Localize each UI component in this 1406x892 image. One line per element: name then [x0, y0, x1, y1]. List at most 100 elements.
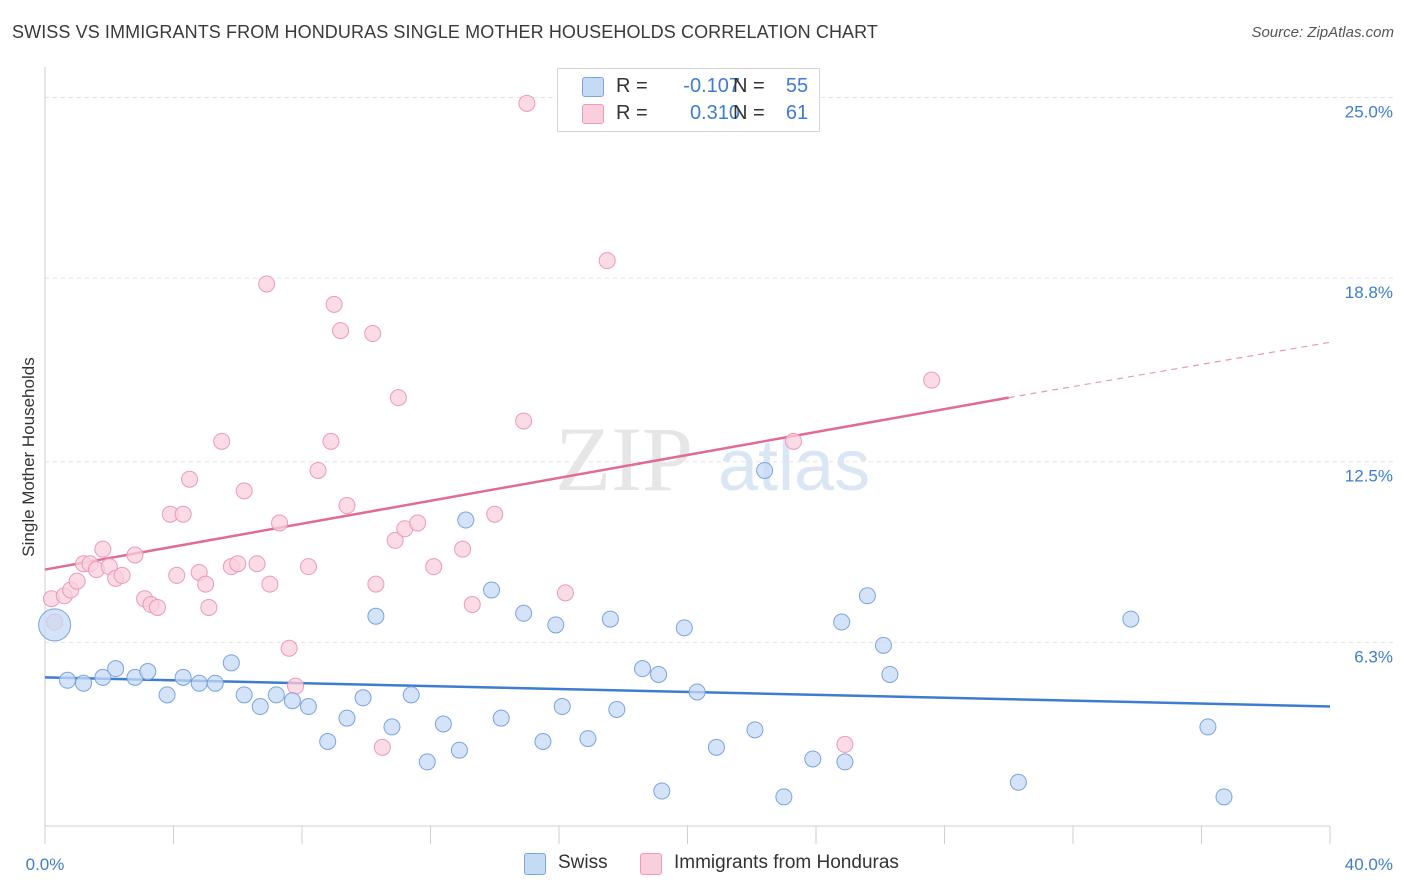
swiss-point [675, 619, 693, 637]
swiss-point [881, 665, 899, 683]
legend-r-value: -0.107 [683, 75, 740, 97]
correlation-legend: R = -0.107 N = 55 R = 0.310 N = 61 [557, 68, 820, 132]
y-tick-label: 12.5% [1345, 467, 1393, 486]
series-swiss-points [38, 461, 1233, 806]
honduras-point [113, 566, 131, 584]
swiss-point [235, 686, 253, 704]
swiss-point [251, 698, 269, 716]
honduras-point [258, 275, 276, 293]
swiss-point [38, 608, 72, 642]
honduras-point [168, 566, 186, 584]
honduras-point [486, 505, 504, 523]
honduras-point [785, 432, 803, 450]
swiss-point [688, 683, 706, 701]
swiss-point [775, 788, 793, 806]
swiss-point [418, 753, 436, 771]
honduras-point [148, 598, 166, 616]
swiss-point [707, 738, 725, 756]
trendline-swiss [44, 676, 1331, 708]
swiss-point [608, 700, 626, 718]
x-tick-label: 40.0% [1345, 855, 1393, 874]
y-tick-label: 25.0% [1345, 102, 1393, 121]
honduras-point [197, 575, 215, 593]
honduras-point [229, 555, 247, 573]
watermark: ZIP atlas [555, 408, 870, 510]
swiss-point [58, 671, 76, 689]
honduras-point [322, 432, 340, 450]
honduras-point [364, 325, 382, 343]
honduras-point [425, 558, 443, 576]
honduras-point [181, 470, 199, 488]
series-honduras-points [42, 94, 941, 756]
source-label: Source: ZipAtlas.com [1251, 24, 1394, 41]
honduras-point [515, 412, 533, 430]
honduras-point [261, 575, 279, 593]
honduras-point [389, 389, 407, 407]
swiss-point [457, 511, 475, 529]
swiss-point [222, 654, 240, 672]
swiss-point [94, 668, 112, 686]
y-tick-label: 18.8% [1345, 283, 1393, 302]
legend-r-label: R = [616, 102, 648, 124]
honduras-point [126, 546, 144, 564]
swiss-point [836, 753, 854, 771]
swiss-point [547, 616, 565, 634]
swiss-point [402, 686, 420, 704]
bottom-legend-swatch-swiss [524, 853, 546, 875]
swiss-point [174, 668, 192, 686]
honduras-point [518, 94, 536, 112]
legend-n-label: N = [733, 75, 765, 97]
honduras-point [235, 482, 253, 500]
trendline-honduras-solid [44, 396, 1009, 571]
honduras-point [280, 639, 298, 657]
bottom-legend-label-honduras: Immigrants from Honduras [674, 852, 899, 873]
swiss-point [1215, 788, 1233, 806]
honduras-point [174, 505, 192, 523]
trendline-honduras [44, 341, 1331, 571]
honduras-point [213, 432, 231, 450]
honduras-point [299, 558, 317, 576]
swiss-point [553, 698, 571, 716]
legend-n-value: 61 [785, 102, 809, 124]
honduras-point [836, 735, 854, 753]
bottom-legend-swatch-honduras [640, 853, 662, 875]
swiss-point [206, 674, 224, 692]
swiss-point [434, 715, 452, 733]
honduras-point [248, 555, 266, 573]
swiss-point [267, 686, 285, 704]
swiss-point [283, 692, 301, 710]
honduras-point [409, 514, 427, 532]
swiss-point [1122, 610, 1140, 628]
honduras-point [94, 540, 112, 558]
swiss-point [107, 660, 125, 678]
swiss-point [1009, 773, 1027, 791]
honduras-point [68, 572, 86, 590]
honduras-point [454, 540, 472, 558]
swiss-point [1199, 718, 1217, 736]
swiss-point [354, 689, 372, 707]
y-tick-label: 6.3% [1354, 647, 1393, 666]
legend-r-value: 0.310 [689, 102, 740, 124]
trendline-swiss-solid [44, 676, 1331, 708]
legend-n-label: N = [733, 102, 765, 124]
honduras-point [271, 514, 289, 532]
honduras-point [287, 677, 305, 695]
swiss-point [650, 665, 668, 683]
swiss-point [450, 741, 468, 759]
honduras-point [598, 252, 616, 270]
swiss-point [534, 732, 552, 750]
honduras-point [463, 596, 481, 614]
gridlines [45, 96, 1393, 643]
honduras-point [325, 295, 343, 313]
swiss-point [483, 581, 501, 599]
swiss-point [158, 686, 176, 704]
x-tick-label: 0.0% [26, 855, 65, 874]
honduras-point [373, 738, 391, 756]
swiss-point [601, 610, 619, 628]
y-axis-label: Single Mother Households [19, 357, 38, 556]
honduras-point [332, 322, 350, 340]
swiss-point [858, 587, 876, 605]
watermark-zip: ZIP [555, 408, 693, 510]
swiss-point [367, 607, 385, 625]
